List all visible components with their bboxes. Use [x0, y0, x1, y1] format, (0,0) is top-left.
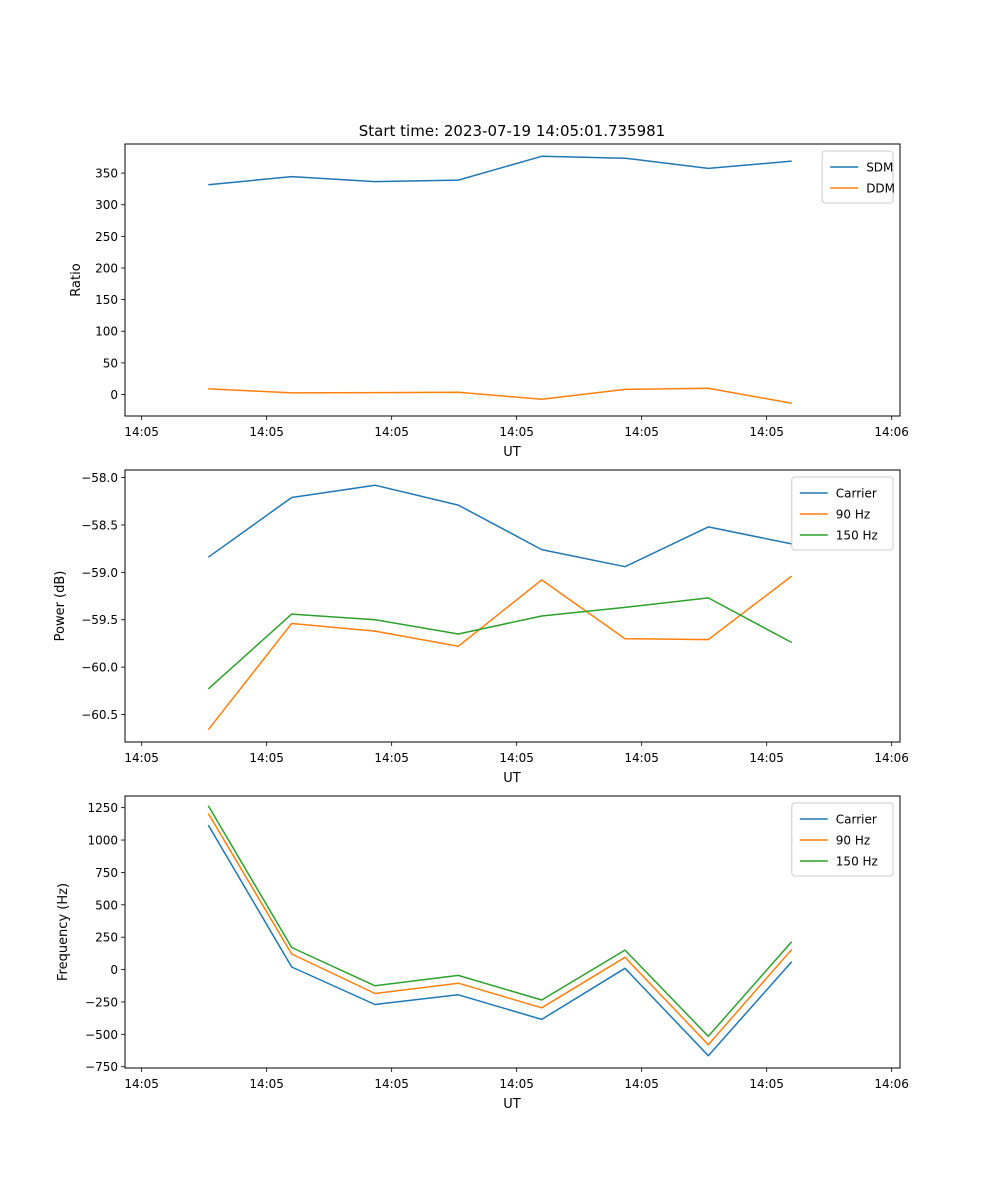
power-x-tick-label: 14:05 — [249, 751, 284, 765]
frequency-x-tick-label: 14:05 — [249, 1077, 284, 1091]
frequency-x-tick-label: 14:05 — [624, 1077, 659, 1091]
frequency-legend-label: 150 Hz — [836, 855, 878, 869]
ratio-x-axis-ticks: 14:05 14:05 14:05 14:05 14:05 14:05 14:06 — [124, 416, 909, 439]
frequency-series-1-line — [207, 813, 793, 1046]
power-x-tick-label: 14:05 — [499, 751, 534, 765]
ratio-y-axis-label: Ratio — [69, 263, 84, 296]
frequency-y-tick-label: 500 — [95, 898, 118, 912]
frequency-x-axis-ticks: 14:05 14:05 14:05 14:05 14:05 14:05 14:06 — [124, 1068, 909, 1091]
power-x-axis-label: UT — [503, 771, 521, 786]
frequency-x-tick-label: 14:06 — [874, 1077, 909, 1091]
frequency-series-0-line — [207, 824, 793, 1057]
power-x-tick-label: 14:05 — [624, 751, 659, 765]
power-x-tick-label: 14:05 — [749, 751, 784, 765]
ratio-x-axis-label: UT — [503, 445, 521, 460]
power-series-0-line — [207, 484, 792, 568]
ratio-legend-label: DDM — [866, 182, 895, 196]
frequency-y-tick-label: 0 — [110, 963, 118, 977]
chart-title: Start time: 2023-07-19 14:05:01.735981 — [359, 122, 665, 140]
frequency-x-tick-label: 14:05 — [749, 1077, 784, 1091]
power-legend-label: Carrier — [836, 487, 877, 501]
frequency-y-tick-label: 750 — [95, 866, 118, 880]
power-y-tick-label: −59.0 — [81, 566, 118, 580]
frequency-x-tick-label: 14:05 — [124, 1077, 159, 1091]
frequency-legend-label: 90 Hz — [836, 834, 870, 848]
frequency-y-tick-label: −750 — [85, 1060, 118, 1074]
power-y-tick-label: −58.0 — [81, 471, 118, 485]
frequency-legend: Carrier 90 Hz 150 Hz — [791, 802, 894, 877]
power-series-1-line — [207, 575, 793, 731]
ratio-plot-lines — [208, 155, 792, 405]
power-legend-label: 150 Hz — [836, 529, 878, 543]
power-x-tick-label: 14:05 — [124, 751, 159, 765]
power-legend-box — [791, 476, 894, 551]
frequency-y-axis-ticks: −750 −500 −250 0 250 500 750 1000 1250 — [85, 801, 125, 1074]
frequency-x-tick-label: 14:05 — [374, 1077, 409, 1091]
frequency-y-tick-label: 1250 — [87, 801, 118, 815]
ratio-subplot: 14:05 14:05 14:05 14:05 14:05 14:05 14:06 0 50 1… — [69, 143, 909, 460]
frequency-legend-label: Carrier — [836, 813, 877, 827]
power-axes-frame — [124, 469, 901, 743]
frequency-series-2-line — [207, 805, 793, 1038]
ratio-x-tick-label: 14:05 — [249, 425, 284, 439]
ratio-y-tick-label: 250 — [95, 230, 118, 244]
power-x-tick-label: 14:06 — [874, 751, 909, 765]
power-y-axis-label: Power (dB) — [53, 571, 68, 642]
ratio-x-tick-label: 14:05 — [499, 425, 534, 439]
power-subplot: 14:05 14:05 14:05 14:05 14:05 14:05 14:06 −60.… — [53, 469, 909, 786]
power-legend-label: 90 Hz — [836, 508, 870, 522]
power-x-tick-label: 14:05 — [374, 751, 409, 765]
ratio-x-tick-label: 14:05 — [624, 425, 659, 439]
ratio-y-tick-label: 150 — [95, 293, 118, 307]
frequency-legend-box — [791, 802, 894, 877]
ratio-legend-label: SDM — [866, 161, 893, 175]
frequency-x-tick-label: 14:05 — [499, 1077, 534, 1091]
ratio-legend-box — [821, 150, 894, 204]
frequency-y-tick-label: 250 — [95, 931, 118, 945]
ratio-legend: SDM DDM — [821, 150, 895, 204]
power-x-axis-ticks: 14:05 14:05 14:05 14:05 14:05 14:05 14:06 — [124, 742, 909, 765]
ratio-y-tick-label: 0 — [110, 388, 118, 402]
power-y-tick-label: −60.0 — [81, 661, 118, 675]
ratio-axes-frame — [124, 143, 901, 417]
ratio-series-0-line — [208, 155, 792, 186]
frequency-subplot: 14:05 14:05 14:05 14:05 14:05 14:05 14:06 −750… — [56, 795, 909, 1112]
power-y-axis-ticks: −60.5 −60.0 −59.5 −59.0 −58.5 −58.0 — [81, 471, 125, 722]
ratio-y-tick-label: 100 — [95, 325, 118, 339]
frequency-y-axis-label: Frequency (Hz) — [56, 883, 71, 981]
frequency-y-tick-label: 1000 — [87, 834, 118, 848]
power-y-tick-label: −58.5 — [81, 518, 118, 532]
ratio-y-tick-label: 350 — [95, 167, 118, 181]
power-y-tick-label: −59.5 — [81, 613, 118, 627]
frequency-plot-lines — [207, 805, 793, 1057]
ratio-series-1-line — [208, 387, 792, 405]
ratio-x-tick-label: 14:05 — [749, 425, 784, 439]
power-legend: Carrier 90 Hz 150 Hz — [791, 476, 894, 551]
frequency-y-tick-label: −250 — [85, 995, 118, 1009]
ratio-x-tick-label: 14:06 — [874, 425, 909, 439]
ratio-y-tick-label: 50 — [103, 356, 118, 370]
ratio-x-tick-label: 14:05 — [374, 425, 409, 439]
frequency-y-tick-label: −500 — [85, 1028, 118, 1042]
power-y-tick-label: −60.5 — [81, 708, 118, 722]
ratio-y-axis-ticks: 0 50 100 150 200 250 300 350 — [95, 167, 125, 402]
frequency-x-axis-label: UT — [503, 1097, 521, 1112]
frequency-axes-frame — [124, 795, 901, 1069]
ratio-x-tick-label: 14:05 — [124, 425, 159, 439]
ratio-y-tick-label: 300 — [95, 198, 118, 212]
power-series-2-line — [207, 597, 793, 690]
power-plot-lines — [207, 484, 793, 731]
ratio-y-tick-label: 200 — [95, 261, 118, 275]
